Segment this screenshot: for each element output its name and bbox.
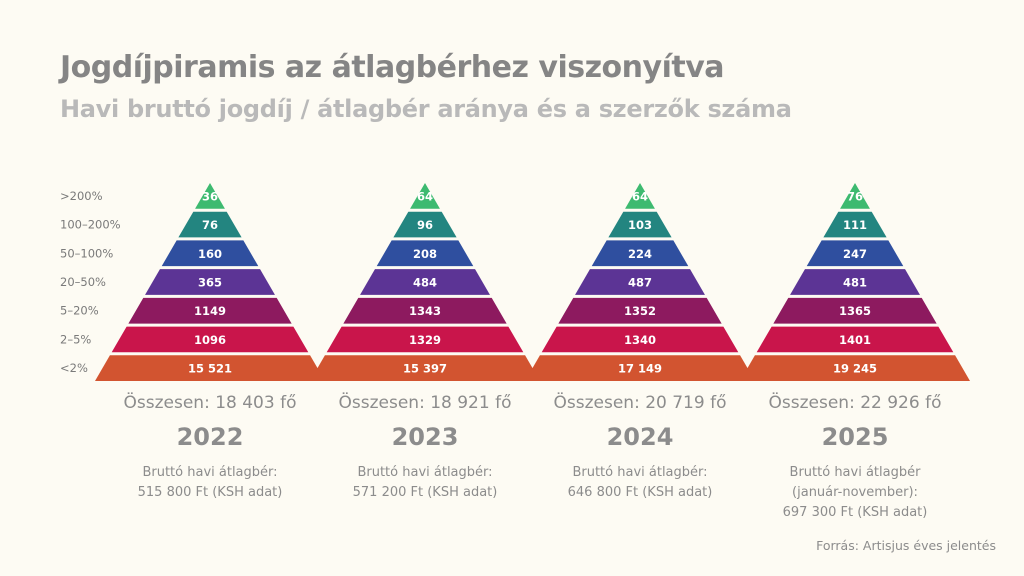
pyramid-band bbox=[840, 183, 870, 209]
pyramid-band bbox=[111, 326, 309, 353]
page-subtitle: Havi bruttó jogdíj / átlagbér aránya és … bbox=[60, 95, 792, 123]
pyramid-band bbox=[178, 211, 242, 238]
year-label: 2025 bbox=[821, 423, 889, 451]
pyramid-band bbox=[608, 211, 672, 238]
pyramid-band bbox=[326, 326, 524, 353]
row-label: 50–100% bbox=[60, 246, 113, 260]
pyramid-band bbox=[591, 240, 689, 267]
row-label: 2–5% bbox=[60, 332, 91, 346]
band-value: 76 bbox=[847, 189, 863, 203]
pyramid-2024: 64 103 224 487 1352 1340 17 149 bbox=[525, 183, 755, 381]
total-count: Összesen: 20 719 fő bbox=[553, 393, 727, 413]
band-value: 484 bbox=[413, 276, 437, 290]
pyramid-band bbox=[823, 211, 887, 238]
pyramid-band bbox=[558, 297, 722, 324]
band-value: 15 397 bbox=[403, 362, 447, 376]
band-value: 103 bbox=[628, 218, 652, 232]
average-wage-note: Bruttó havi átlagbér: 571 200 Ft (KSH ad… bbox=[352, 465, 498, 500]
band-value: 96 bbox=[417, 218, 433, 232]
band-value: 17 149 bbox=[618, 362, 662, 376]
band-value: 36 bbox=[202, 189, 218, 203]
row-label: <2% bbox=[60, 361, 88, 375]
band-value: 1352 bbox=[624, 304, 656, 318]
pyramid-band bbox=[393, 211, 457, 238]
pyramid-band bbox=[541, 326, 739, 353]
pyramid-band bbox=[756, 326, 954, 353]
band-value: 19 245 bbox=[833, 362, 877, 376]
pyramid-band bbox=[161, 240, 259, 267]
year-label: 2023 bbox=[391, 423, 459, 451]
band-value: 487 bbox=[628, 276, 652, 290]
pyramid-band bbox=[343, 297, 507, 324]
year-column-2025: Összesen: 22 926 fő 2025 Bruttó havi átl… bbox=[750, 393, 960, 523]
average-wage-note: Bruttó havi átlagbér: 646 800 Ft (KSH ad… bbox=[567, 465, 713, 500]
pyramid-band bbox=[410, 183, 440, 209]
pyramid-band bbox=[790, 269, 920, 295]
band-value: 1401 bbox=[839, 333, 871, 347]
pyramid-band bbox=[376, 240, 474, 267]
pyramid-band bbox=[625, 183, 655, 209]
total-count: Összesen: 18 921 fő bbox=[338, 393, 512, 413]
band-value: 1365 bbox=[839, 304, 871, 318]
year-column-2023: Összesen: 18 921 fő 2023 Bruttó havi átl… bbox=[320, 393, 530, 503]
year-column-2022: Összesen: 18 403 fő 2022 Bruttó havi átl… bbox=[105, 393, 315, 503]
row-label: 20–50% bbox=[60, 275, 106, 289]
band-value: 365 bbox=[198, 276, 222, 290]
pyramid-band bbox=[525, 355, 755, 381]
pyramid-band bbox=[740, 355, 970, 381]
pyramid-band bbox=[310, 355, 540, 381]
band-value: 481 bbox=[843, 276, 867, 290]
pyramid-band bbox=[195, 183, 225, 209]
pyramid-band bbox=[806, 240, 904, 267]
band-value: 76 bbox=[202, 218, 218, 232]
year-column-2024: Összesen: 20 719 fő 2024 Bruttó havi átl… bbox=[535, 393, 745, 503]
pyramid-2023: 64 96 208 484 1343 1329 15 397 bbox=[310, 183, 540, 381]
pyramid-2022: 36 76 160 365 1149 1096 15 521 bbox=[95, 183, 325, 381]
row-label: >200% bbox=[60, 189, 103, 203]
band-value: 111 bbox=[843, 218, 867, 232]
year-label: 2022 bbox=[176, 423, 244, 451]
band-value: 208 bbox=[413, 247, 437, 261]
pyramid-band bbox=[773, 297, 937, 324]
average-wage-note: Bruttó havi átlagbér: 515 800 Ft (KSH ad… bbox=[137, 465, 283, 500]
band-value: 1149 bbox=[194, 304, 226, 318]
row-label: 100–200% bbox=[60, 218, 121, 232]
pyramid-band bbox=[95, 355, 325, 381]
band-value: 64 bbox=[632, 189, 648, 203]
band-value: 64 bbox=[417, 189, 433, 203]
band-value: 224 bbox=[628, 247, 652, 261]
band-value: 1096 bbox=[194, 333, 226, 347]
page-title: Jogdíjpiramis az átlagbérhez viszonyítva bbox=[60, 50, 725, 85]
total-count: Összesen: 18 403 fő bbox=[123, 393, 297, 413]
band-value: 1329 bbox=[409, 333, 441, 347]
band-value: 1343 bbox=[409, 304, 441, 318]
source-note: Forrás: Artisjus éves jelentés bbox=[816, 538, 996, 553]
pyramid-2025: 76 111 247 481 1365 1401 19 245 bbox=[740, 183, 970, 381]
band-value: 247 bbox=[843, 247, 867, 261]
pyramid-band bbox=[128, 297, 292, 324]
band-value: 15 521 bbox=[188, 362, 232, 376]
pyramid-band bbox=[360, 269, 490, 295]
pyramid-band bbox=[145, 269, 275, 295]
band-value: 160 bbox=[198, 247, 222, 261]
pyramid-band bbox=[575, 269, 705, 295]
row-label: 5–20% bbox=[60, 304, 99, 318]
total-count: Összesen: 22 926 fő bbox=[768, 393, 942, 413]
band-value: 1340 bbox=[624, 333, 656, 347]
year-label: 2024 bbox=[606, 423, 674, 451]
average-wage-note: Bruttó havi átlagbér (január-november): … bbox=[782, 465, 928, 520]
